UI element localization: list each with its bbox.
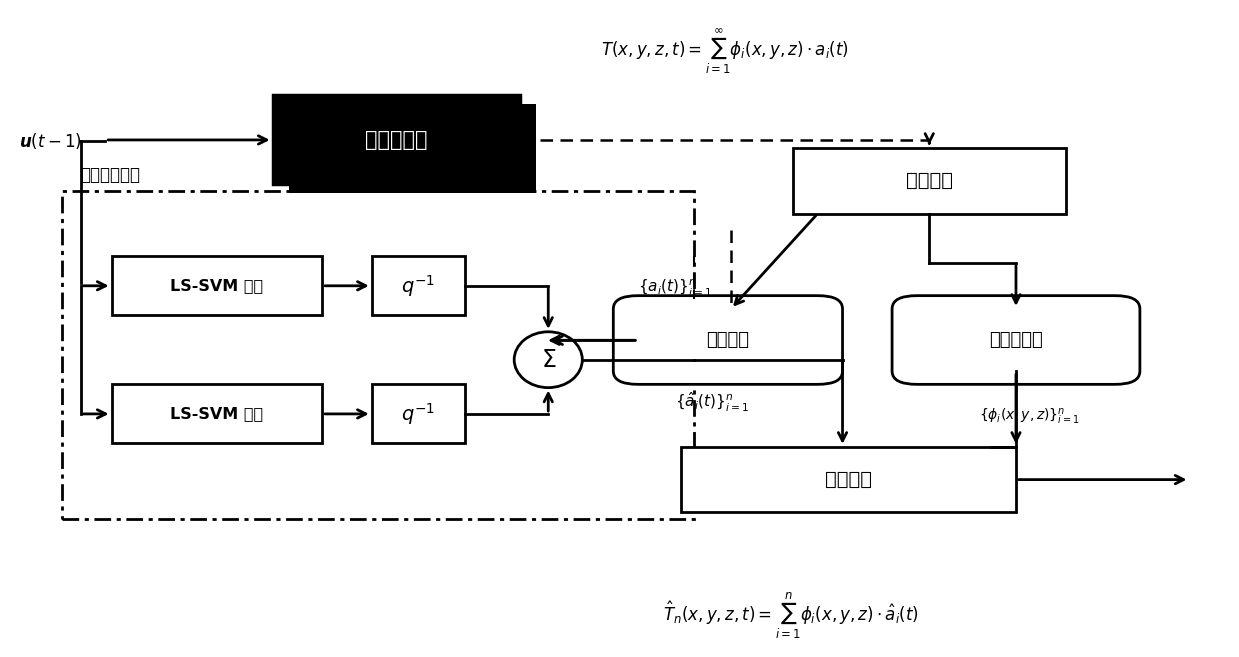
FancyBboxPatch shape — [372, 384, 465, 443]
Text: $\{a_i(t)\}_{i=1}^{n}$: $\{a_i(t)\}_{i=1}^{n}$ — [638, 278, 712, 299]
FancyBboxPatch shape — [793, 148, 1066, 214]
FancyBboxPatch shape — [681, 447, 1016, 512]
FancyBboxPatch shape — [613, 296, 843, 384]
FancyBboxPatch shape — [112, 384, 322, 443]
Text: 低阶时序建模: 低阶时序建模 — [81, 166, 140, 184]
Text: $q^{-1}$: $q^{-1}$ — [401, 273, 435, 299]
Text: 空间基函数: 空间基函数 — [989, 331, 1043, 349]
Text: 时空合成: 时空合成 — [825, 470, 872, 489]
Text: $\hat{T}_n(x,y,z,t)=\sum_{i=1}^{n}\phi_i(x,y,z)\cdot\hat{a}_i(t)$: $\hat{T}_n(x,y,z,t)=\sum_{i=1}^{n}\phi_i… — [663, 591, 919, 641]
Text: LS-SVM 模型: LS-SVM 模型 — [170, 407, 264, 421]
Text: $T(x,y,z,t)=\sum_{i=1}^{\infty}\phi_i(x,y,z)\cdot a_i(t)$: $T(x,y,z,t)=\sum_{i=1}^{\infty}\phi_i(x,… — [601, 26, 849, 76]
FancyBboxPatch shape — [112, 256, 322, 315]
Text: $\{\hat{a}_i(t)\}_{i=1}^{n}$: $\{\hat{a}_i(t)\}_{i=1}^{n}$ — [675, 390, 750, 414]
Text: $q^{-1}$: $q^{-1}$ — [401, 401, 435, 427]
Text: 时空分离: 时空分离 — [906, 171, 953, 190]
Text: LS-SVM 模型: LS-SVM 模型 — [170, 279, 264, 293]
FancyBboxPatch shape — [273, 95, 520, 184]
Text: $\boldsymbol{u}(t-1)$: $\boldsymbol{u}(t-1)$ — [19, 131, 82, 151]
Ellipse shape — [514, 332, 582, 388]
Bar — [62, 191, 694, 519]
Text: $\{\phi_i(x,y,z)\}_{i=1}^{n}$: $\{\phi_i(x,y,z)\}_{i=1}^{n}$ — [979, 407, 1079, 427]
FancyBboxPatch shape — [372, 256, 465, 315]
FancyBboxPatch shape — [892, 296, 1140, 384]
Text: 时间系数: 时间系数 — [706, 331, 750, 349]
FancyBboxPatch shape — [289, 104, 536, 193]
Text: 分布热系统: 分布热系统 — [366, 129, 427, 150]
Text: $\Sigma$: $\Sigma$ — [540, 348, 556, 372]
